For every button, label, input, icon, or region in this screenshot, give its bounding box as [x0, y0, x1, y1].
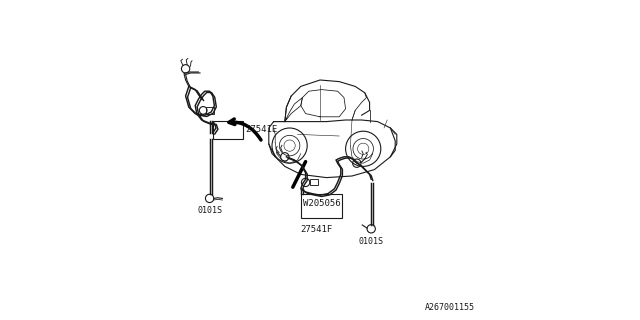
Text: A267001155: A267001155 — [425, 303, 475, 312]
Text: W205056: W205056 — [303, 199, 341, 208]
Bar — [310, 179, 317, 185]
Text: 0101S: 0101S — [197, 206, 222, 215]
Bar — [212, 121, 243, 139]
Text: 27541E: 27541E — [246, 125, 278, 134]
Text: 27541F: 27541F — [301, 225, 333, 234]
Bar — [206, 107, 214, 114]
Text: 0101S: 0101S — [358, 237, 384, 246]
Bar — [301, 194, 342, 218]
